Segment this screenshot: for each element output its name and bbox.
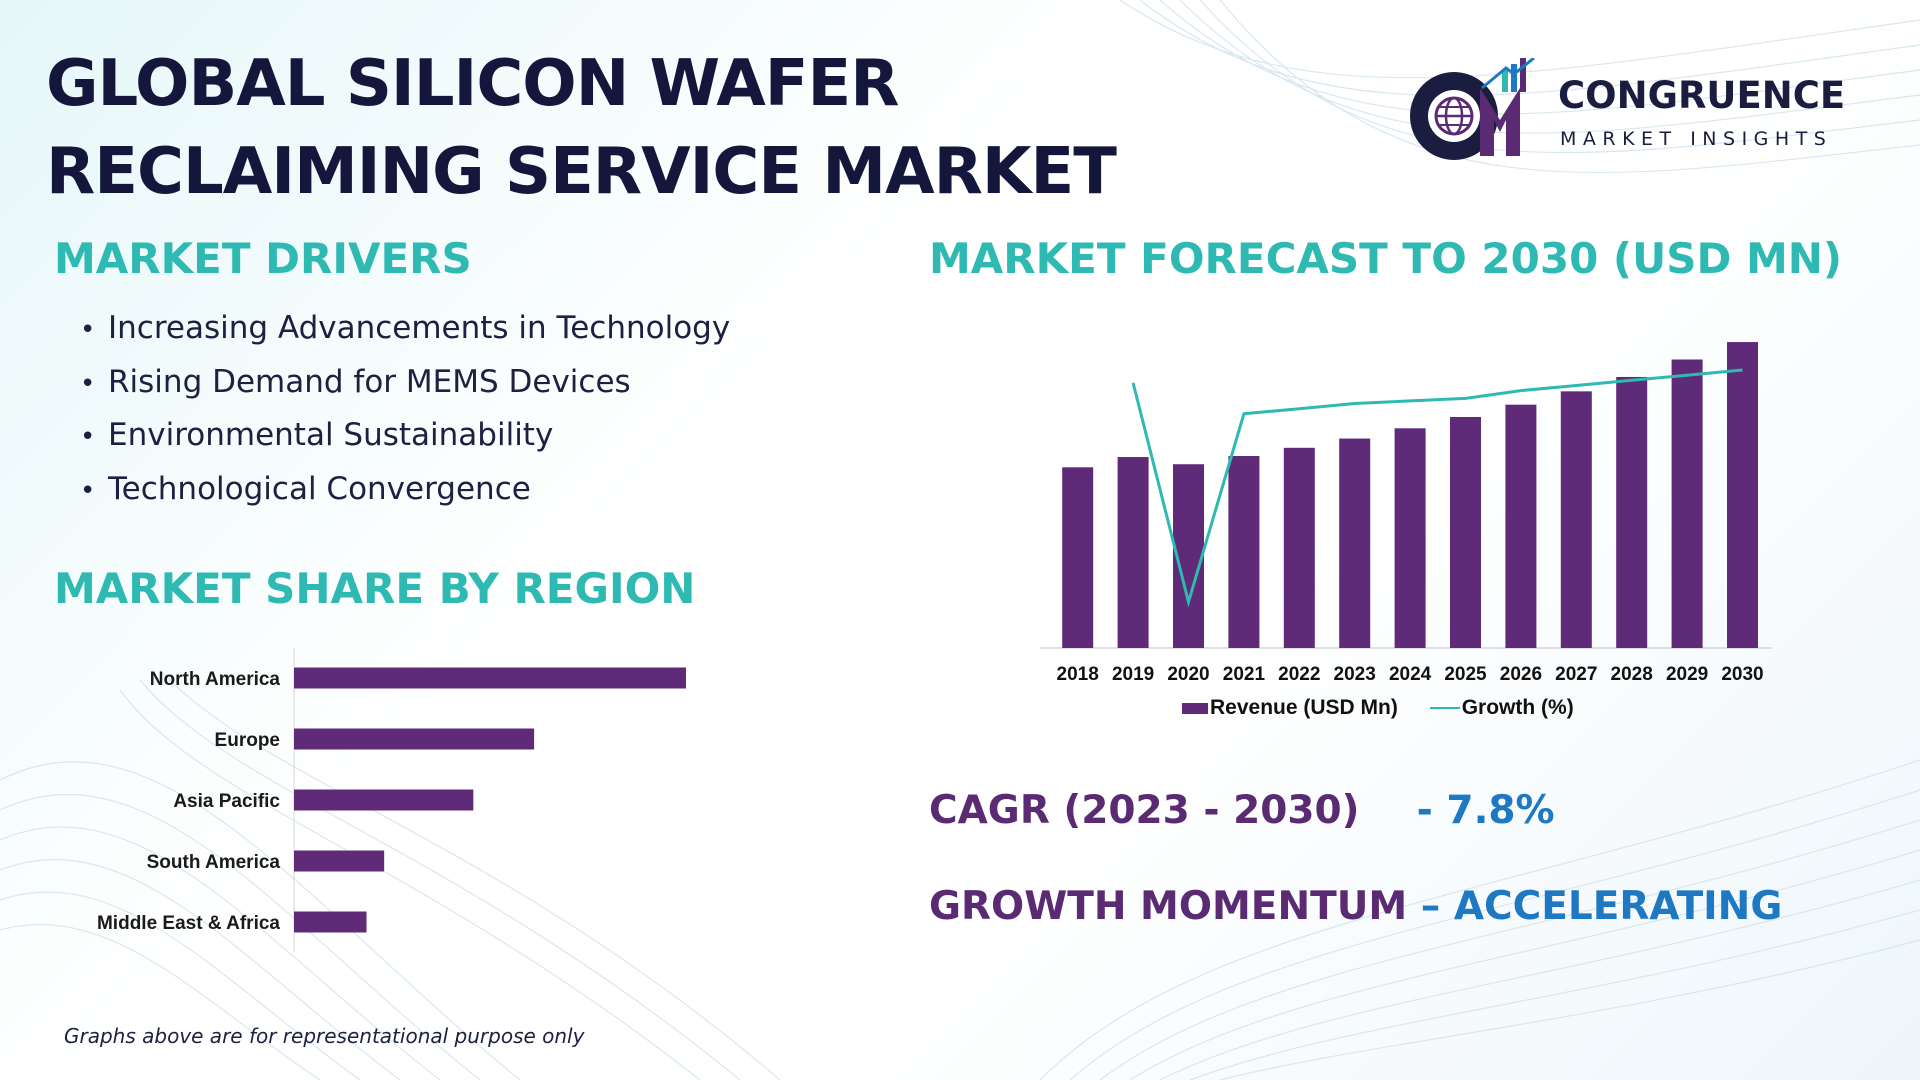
legend-swatch-bar xyxy=(1182,702,1208,714)
revenue-bar xyxy=(1283,447,1315,648)
market-forecast-heading: MARKET FORECAST TO 2030 (USD MN) xyxy=(929,234,1843,283)
driver-item-label: Technological Convergence xyxy=(108,470,531,507)
revenue-bar xyxy=(1228,456,1260,648)
revenue-bar xyxy=(1505,404,1537,648)
bullet-icon: • xyxy=(80,315,96,345)
cmi-globe-bars-logo-icon xyxy=(1410,58,1535,160)
driver-item: • Environmental Sustainability xyxy=(80,409,730,463)
momentum-label: GROWTH MOMENTUM xyxy=(929,884,1408,929)
legend-item-growth: Growth (%) xyxy=(1429,696,1574,720)
region-category-label: Europe xyxy=(215,730,280,751)
footnote: Graphs above are for representational pu… xyxy=(64,1024,585,1048)
year-tick-label: 2029 xyxy=(1666,664,1708,685)
year-tick-label: 2020 xyxy=(1167,664,1209,685)
market-drivers-list: • Increasing Advancements in Technology •… xyxy=(80,302,730,516)
revenue-bar xyxy=(1394,428,1426,648)
logo-tagline: MARKET INSIGHTS xyxy=(1560,128,1833,150)
year-tick-label: 2018 xyxy=(1057,664,1099,685)
year-tick-label: 2024 xyxy=(1389,664,1432,685)
region-category-label: Middle East & Africa xyxy=(97,913,280,934)
growth-momentum-stat: GROWTH MOMENTUM – ACCELERATING xyxy=(929,884,1782,929)
revenue-bar xyxy=(1616,376,1648,648)
cagr-stat: CAGR (2023 - 2030) - 7.8% xyxy=(929,788,1555,833)
company-logo: CONGRUENCE MARKET INSIGHTS xyxy=(1402,58,1882,168)
region-share-heading: MARKET SHARE BY REGION xyxy=(54,564,696,613)
cagr-label: CAGR (2023 - 2030) xyxy=(929,788,1360,833)
cagr-value: - 7.8% xyxy=(1416,788,1555,833)
region-bar xyxy=(294,850,385,872)
revenue-bar xyxy=(1671,359,1703,648)
bullet-icon: • xyxy=(80,422,96,452)
bullet-icon: • xyxy=(80,475,96,506)
momentum-value: – ACCELERATING xyxy=(1420,884,1783,929)
region-category-label: South America xyxy=(147,852,281,873)
legend-label-revenue: Revenue (USD Mn) xyxy=(1210,696,1398,719)
region-bar xyxy=(294,789,474,811)
legend-item-revenue: Revenue (USD Mn) xyxy=(1182,696,1398,720)
revenue-bar xyxy=(1727,342,1758,648)
revenue-bar xyxy=(1339,438,1371,648)
legend-label-growth: Growth (%) xyxy=(1461,696,1574,719)
forecast-chart-legend: Revenue (USD Mn) Growth (%) xyxy=(1182,696,1600,720)
driver-item-label: Increasing Advancements in Technology xyxy=(108,310,731,346)
bullet-icon: • xyxy=(80,368,96,399)
region-category-label: North America xyxy=(150,669,281,690)
region-bar xyxy=(294,667,686,689)
legend-swatch-line xyxy=(1429,707,1460,710)
year-tick-label: 2028 xyxy=(1611,664,1653,685)
page-title: GLOBAL SILICON WAFER RECLAIMING SERVICE … xyxy=(46,40,1117,216)
year-tick-label: 2021 xyxy=(1223,664,1266,685)
year-tick-label: 2027 xyxy=(1555,664,1597,685)
revenue-bar xyxy=(1117,457,1149,648)
title-line-1: GLOBAL SILICON WAFER xyxy=(46,47,899,121)
driver-item: • Rising Demand for MEMS Devices xyxy=(80,356,730,410)
year-tick-label: 2022 xyxy=(1278,664,1320,685)
growth-line xyxy=(1131,368,1743,608)
market-forecast-chart: 2018 2019 2020 2021 2022 2023 2024 2025 2026 2027… xyxy=(1040,342,1772,685)
region-bar xyxy=(294,911,367,933)
year-tick-label: 2030 xyxy=(1721,664,1763,685)
region-category-label: Asia Pacific xyxy=(173,791,280,812)
driver-item: • Increasing Advancements in Technology xyxy=(80,302,730,356)
year-tick-label: 2026 xyxy=(1500,664,1542,685)
market-drivers-heading: MARKET DRIVERS xyxy=(54,234,472,283)
year-tick-label: 2025 xyxy=(1444,664,1487,685)
driver-item: • Technological Convergence xyxy=(80,463,730,517)
region-bar xyxy=(294,728,535,750)
year-tick-label: 2019 xyxy=(1112,664,1154,685)
title-line-2: RECLAIMING SERVICE MARKET xyxy=(46,135,1117,209)
revenue-bar xyxy=(1062,467,1094,648)
revenue-bar xyxy=(1450,417,1481,648)
driver-item-label: Rising Demand for MEMS Devices xyxy=(108,363,631,400)
logo-wordmark: CONGRUENCE xyxy=(1558,74,1846,117)
region-share-bar-chart: North America Europe Asia Pacific South Ame… xyxy=(97,648,686,952)
driver-item-label: Environmental Sustainability xyxy=(108,417,554,453)
year-tick-label: 2023 xyxy=(1334,664,1376,685)
revenue-bar xyxy=(1560,391,1592,648)
